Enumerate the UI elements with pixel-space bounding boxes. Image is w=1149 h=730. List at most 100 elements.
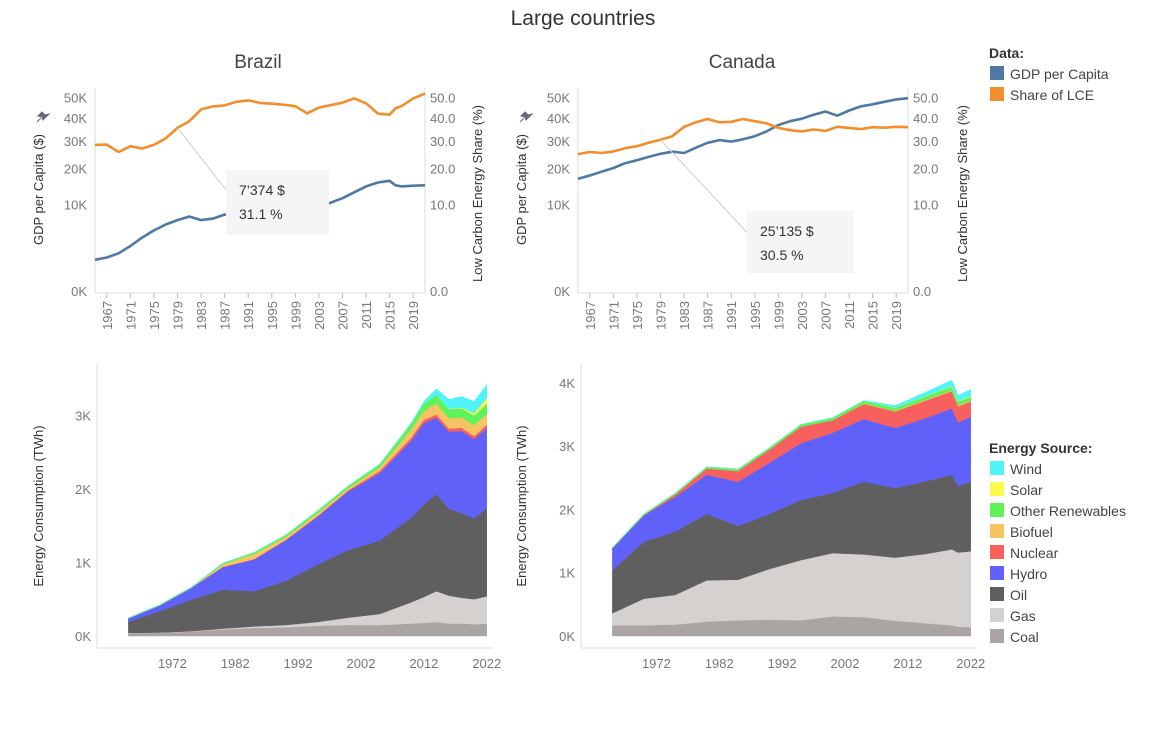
x-tick-label: 1979 [171, 301, 186, 330]
x-tick-label: 1987 [701, 301, 716, 330]
pin-icon[interactable] [519, 111, 534, 123]
y-left-tick-label: 50K [547, 90, 570, 105]
x-tick-label: 2011 [359, 301, 374, 329]
y-left-axis-title: GDP per Capita ($) [514, 134, 529, 245]
tooltip-box [226, 170, 329, 235]
y-left-tick-label: 40K [547, 111, 570, 126]
x-tick-label: 1987 [218, 301, 233, 330]
y-right-tick-label: 0.0 [913, 284, 931, 299]
x-tick-label: 1967 [583, 301, 598, 330]
tooltip-leader-line [660, 139, 756, 242]
y-left-tick-label: 50K [64, 90, 87, 105]
y-left-tick-label: 30K [64, 134, 87, 149]
legend-label-gdp-per-capita[interactable]: GDP per Capita [1010, 66, 1109, 82]
series-line-share-of-lce[interactable] [94, 92, 426, 154]
area-wind[interactable] [612, 379, 971, 548]
legend-swatch-biofuel[interactable] [990, 524, 1004, 538]
y-right-tick-label: 40.0 [430, 111, 455, 126]
legend-label-nuclear[interactable]: Nuclear [1010, 545, 1059, 561]
x-tick-label: 1991 [241, 301, 256, 330]
y-tick-label: 1K [559, 566, 575, 581]
legend-label-hydro[interactable]: Hydro [1010, 566, 1048, 582]
legend-label-gas[interactable]: Gas [1010, 608, 1036, 624]
x-tick-label: 2011 [842, 301, 857, 329]
page-title: Large countries [511, 7, 656, 30]
x-tick-label: 1972 [642, 656, 671, 671]
x-tick-label: 2012 [893, 656, 922, 671]
y-tick-label: 3K [75, 408, 91, 423]
legend-swatch-other-renewables[interactable] [990, 503, 1004, 517]
y-right-tick-label: 20.0 [430, 162, 455, 177]
x-tick-label: 2003 [312, 301, 327, 330]
y-right-tick-label: 30.0 [430, 134, 455, 149]
legend-label-share-of-lce[interactable]: Share of LCE [1010, 87, 1094, 103]
legend-swatch-oil[interactable] [990, 587, 1004, 601]
y-right-axis-title: Low Carbon Energy Share (%) [470, 105, 485, 282]
x-tick-label: 2003 [795, 301, 810, 330]
line-chart-brazil: 0K 10K 20K 30K 40K 50K 0.0 10.0 20.0 30.0 40.0 50.0… [31, 88, 485, 330]
tooltip-lce-value: 31.1 % [239, 206, 283, 222]
x-tick-label: 2022 [472, 656, 501, 671]
x-tick-label: 1975 [147, 301, 162, 330]
panel-canada-gdp: Canada 0K 10K 20K 30K 40K 50K 0.0 10.0 20.0 30.0 4… [514, 52, 970, 330]
x-tick-label: 1982 [221, 656, 250, 671]
legend-data: Data: GDP per Capita Share of LCE [989, 45, 1109, 103]
legend-energy-title: Energy Source: [989, 440, 1092, 456]
y-left-tick-label: 10K [64, 197, 87, 212]
series-line-gdp-per-capita[interactable] [577, 96, 909, 181]
y-right-tick-label: 0.0 [430, 284, 448, 299]
legend-swatch-nuclear[interactable] [990, 545, 1004, 559]
y-left-tick-label: 20K [64, 162, 87, 177]
line-chart-canada: 0K 10K 20K 30K 40K 50K 0.0 10.0 20.0 30.0 40.0 50.0… [514, 88, 970, 330]
y-left-tick-label: 40K [64, 111, 87, 126]
x-tick-label: 1995 [748, 301, 763, 330]
y-tick-label: 2K [559, 502, 575, 517]
x-tick-label: 2022 [956, 656, 985, 671]
y-left-tick-label: 20K [547, 162, 570, 177]
legend-label-oil[interactable]: Oil [1010, 587, 1027, 603]
tooltip-gdp-value: 25’135 $ [760, 223, 814, 239]
y-left-tick-label: 30K [547, 134, 570, 149]
x-tick-label: 2007 [336, 301, 351, 330]
x-tick-label: 1991 [724, 301, 739, 330]
y-right-tick-label: 20.0 [913, 162, 938, 177]
legend-label-biofuel[interactable]: Biofuel [1010, 524, 1053, 540]
legend-swatch-share-of-lce[interactable] [990, 87, 1004, 101]
x-tick-label: 1983 [677, 301, 692, 330]
area-chart-brazil: 0K 1K 2K 3K 1972 1982 1992 2002 2012 2022 Energy C… [31, 364, 501, 671]
y-left-tick-label: 0K [71, 284, 87, 299]
legend-energy-source: Energy Source: Wind Solar Other Renewables… [989, 440, 1126, 645]
pin-icon[interactable] [36, 111, 51, 123]
legend-label-coal[interactable]: Coal [1010, 629, 1039, 645]
x-tick-label: 1972 [158, 656, 187, 671]
tooltip-leader-line [177, 127, 235, 201]
legend-swatch-coal[interactable] [990, 629, 1004, 643]
y-right-tick-label: 30.0 [913, 134, 938, 149]
y-tick-label: 1K [75, 555, 91, 570]
x-tick-label: 1992 [284, 656, 313, 671]
legend-swatch-hydro[interactable] [990, 566, 1004, 580]
y-tick-label: 2K [75, 482, 91, 497]
series-line-share-of-lce[interactable] [577, 117, 909, 156]
legend-label-other-renewables[interactable]: Other Renewables [1010, 503, 1126, 519]
tooltip-box [747, 211, 854, 273]
y-right-tick-label: 10.0 [913, 197, 938, 212]
x-tick-label: 2012 [409, 656, 438, 671]
tooltip-gdp-value: 7’374 $ [239, 182, 285, 198]
legend-swatch-gas[interactable] [990, 608, 1004, 622]
x-tick-label: 1999 [771, 301, 786, 330]
y-tick-label: 0K [75, 629, 91, 644]
y-right-tick-label: 50.0 [913, 90, 938, 105]
x-tick-label: 2019 [889, 301, 904, 330]
x-tick-label: 1979 [654, 301, 669, 330]
y-axis-title: Energy Consumption (TWh) [514, 425, 529, 586]
legend-swatch-wind[interactable] [990, 461, 1004, 475]
legend-label-solar[interactable]: Solar [1010, 482, 1043, 498]
legend-swatch-solar[interactable] [990, 482, 1004, 496]
area-wind[interactable] [128, 383, 487, 619]
legend-label-wind[interactable]: Wind [1010, 461, 1042, 477]
x-tick-label: 2007 [819, 301, 834, 330]
y-left-tick-label: 10K [547, 197, 570, 212]
x-tick-label: 1983 [194, 301, 209, 330]
legend-swatch-gdp-per-capita[interactable] [990, 66, 1004, 80]
